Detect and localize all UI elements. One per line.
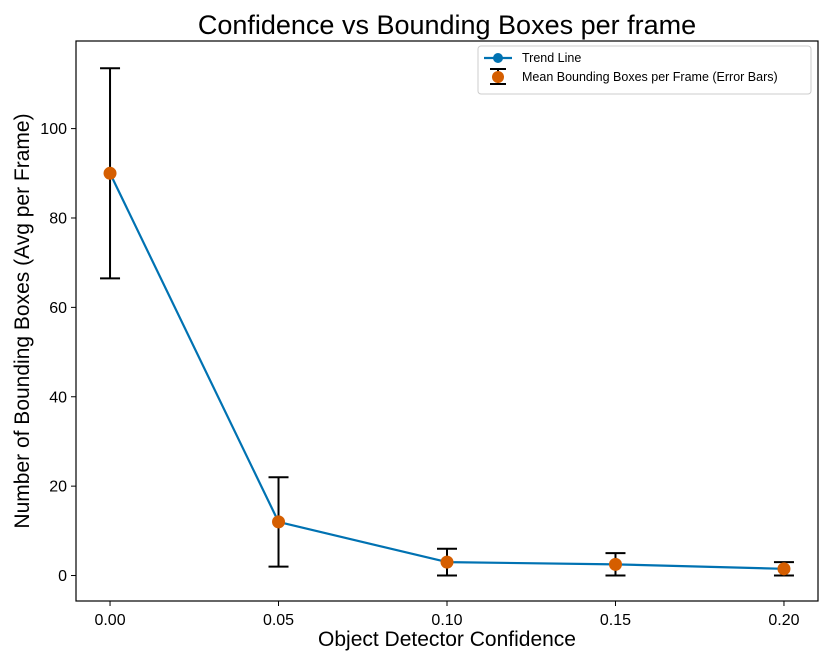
mean-point [777,562,791,576]
series-layer [100,67,794,577]
mean-point [272,515,286,529]
y-tick-label: 0 [58,568,67,585]
y-axis-label: Number of Bounding Boxes (Avg per Frame) [11,113,34,528]
x-tick-label: 0.15 [600,612,631,629]
y-tick-label: 60 [49,300,67,317]
x-tick-label: 0.00 [94,612,125,629]
x-tick-label: 0.20 [768,612,799,629]
mean-point [103,166,117,180]
y-tick-label: 100 [40,121,67,138]
mean-point [440,555,454,569]
legend-box [477,45,812,95]
y-tick-label: 40 [49,389,67,406]
legend-swatch-trend-line [484,53,512,63]
legend: Trend Line Mean Bounding Boxes per Frame… [477,45,812,95]
x-axis-label: Object Detector Confidence [318,628,576,651]
legend-label-trend-line: Trend Line [522,51,581,65]
y-tick-label: 80 [49,210,67,227]
x-tick-label: 0.05 [263,612,294,629]
x-tick-label: 0.10 [431,612,462,629]
y-axis: 0 20 40 60 80 100 [40,121,76,585]
legend-swatch-error-bars [490,68,506,85]
y-tick-label: 20 [49,479,67,496]
legend-label-error-bars: Mean Bounding Boxes per Frame (Error Bar… [522,70,778,84]
x-axis: 0.00 0.05 0.10 0.15 0.20 [94,601,800,629]
chart-title: Confidence vs Bounding Boxes per frame [198,10,696,40]
mean-point [608,557,622,571]
